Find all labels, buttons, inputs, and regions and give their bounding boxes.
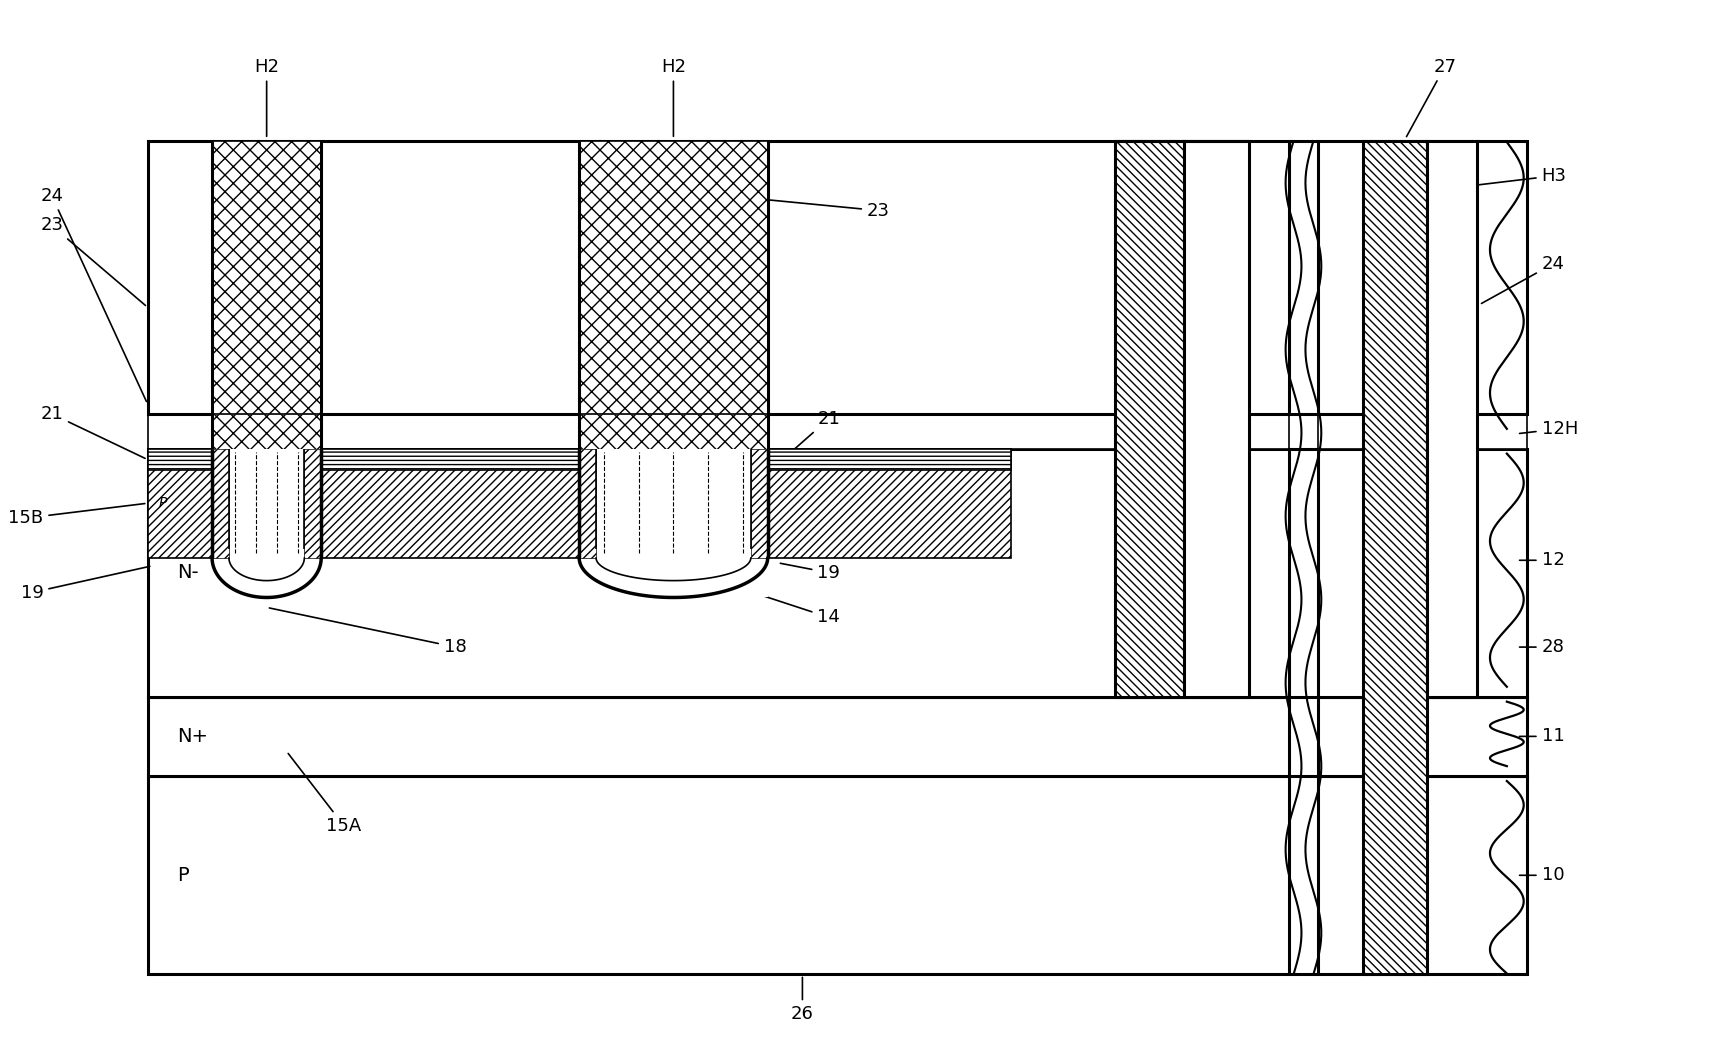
- Text: H2: H2: [661, 57, 687, 136]
- Bar: [580, 449, 595, 558]
- Bar: [212, 141, 322, 414]
- Bar: [212, 414, 322, 449]
- Bar: [148, 141, 1289, 414]
- Text: 26: 26: [792, 977, 814, 1024]
- Text: 23: 23: [676, 191, 890, 220]
- Bar: [1318, 449, 1527, 696]
- Bar: [580, 414, 768, 449]
- Bar: [1318, 141, 1527, 414]
- Text: 11: 11: [1520, 727, 1564, 745]
- Bar: [1318, 414, 1527, 449]
- Bar: [1115, 141, 1184, 696]
- Text: 21: 21: [40, 405, 145, 458]
- Text: 15B: 15B: [780, 470, 867, 503]
- Bar: [1318, 696, 1527, 776]
- Bar: [148, 449, 212, 558]
- Text: 27: 27: [1406, 57, 1456, 137]
- Bar: [322, 449, 580, 471]
- Text: 19: 19: [780, 563, 840, 581]
- Text: N-: N-: [177, 563, 200, 583]
- Text: H2: H2: [255, 57, 279, 136]
- Bar: [580, 141, 768, 414]
- Bar: [148, 414, 1289, 449]
- Text: 24: 24: [40, 187, 146, 402]
- Text: 10: 10: [1520, 866, 1564, 884]
- Text: N+: N+: [177, 727, 208, 746]
- Bar: [768, 449, 1010, 558]
- Text: 19: 19: [21, 567, 150, 602]
- Bar: [148, 449, 212, 471]
- Bar: [1318, 776, 1527, 975]
- Text: 28: 28: [1520, 638, 1564, 656]
- Bar: [212, 449, 229, 558]
- Text: 14: 14: [740, 589, 840, 626]
- Bar: [148, 776, 1289, 975]
- Text: H3: H3: [1432, 167, 1566, 190]
- Bar: [212, 449, 322, 597]
- Text: 15A: 15A: [287, 754, 361, 834]
- Bar: [1427, 141, 1477, 696]
- Text: 24: 24: [1482, 255, 1564, 303]
- Bar: [1184, 141, 1249, 696]
- Bar: [322, 449, 580, 558]
- Text: 12H: 12H: [1520, 420, 1578, 438]
- Bar: [305, 449, 322, 558]
- Bar: [148, 696, 1289, 776]
- Text: P: P: [177, 865, 189, 884]
- Bar: [580, 449, 768, 597]
- Text: 18: 18: [270, 608, 466, 656]
- Bar: [750, 449, 768, 558]
- Text: 23: 23: [40, 217, 146, 305]
- Text: 15B: 15B: [9, 504, 145, 527]
- Bar: [148, 449, 1289, 696]
- Text: 12: 12: [1520, 552, 1564, 570]
- Text: 21: 21: [785, 410, 840, 458]
- Bar: [1363, 141, 1427, 975]
- Bar: [768, 449, 1010, 471]
- Text: P: P: [158, 496, 167, 510]
